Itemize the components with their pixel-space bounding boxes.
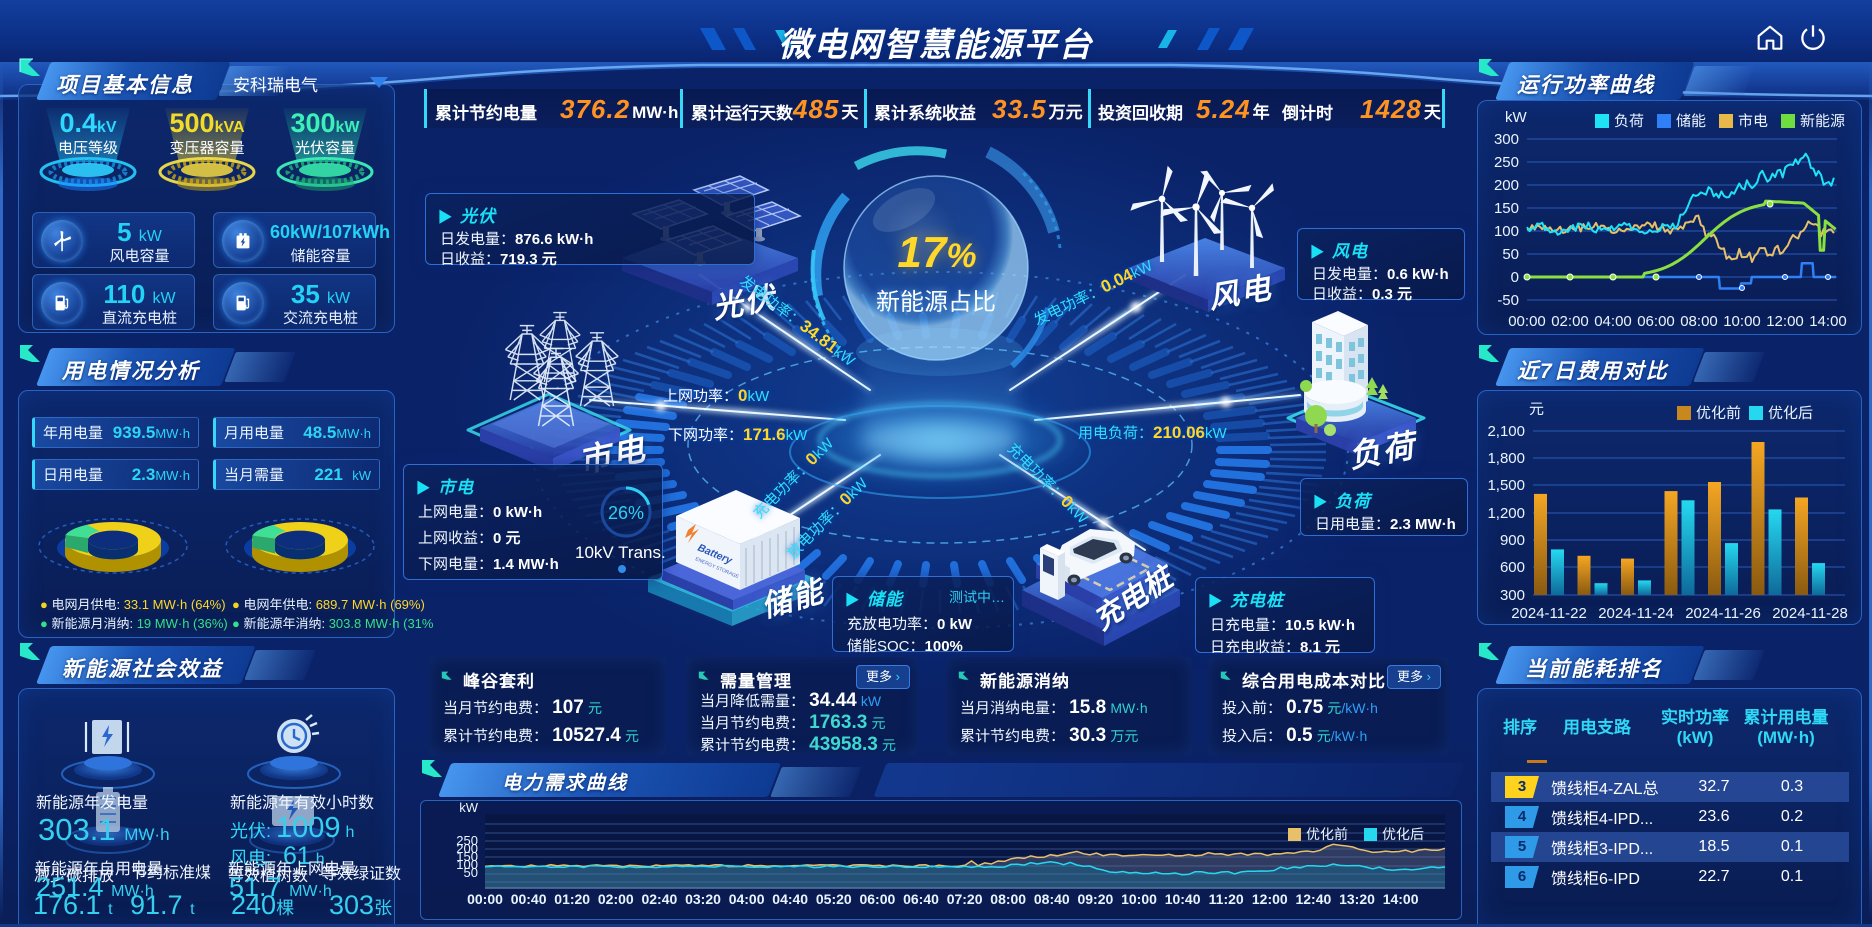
- svg-text:12:00: 12:00: [1252, 891, 1288, 907]
- svg-text:50: 50: [464, 865, 478, 880]
- svg-text:1,800: 1,800: [1487, 450, 1525, 467]
- svg-text:02:00: 02:00: [1551, 313, 1589, 330]
- svg-text:13:20: 13:20: [1339, 891, 1375, 907]
- svg-text:07:20: 07:20: [947, 891, 983, 907]
- svg-text:12:00: 12:00: [1766, 313, 1804, 330]
- svg-text:04:00: 04:00: [729, 891, 765, 907]
- svg-text:08:00: 08:00: [1680, 313, 1718, 330]
- svg-text:2024-11-24: 2024-11-24: [1598, 605, 1674, 622]
- svg-text:100: 100: [1494, 223, 1519, 240]
- svg-text:2,100: 2,100: [1487, 423, 1525, 440]
- svg-text:11:20: 11:20: [1209, 891, 1244, 907]
- svg-text:14:00: 14:00: [1383, 891, 1419, 907]
- svg-text:-50: -50: [1497, 292, 1519, 309]
- svg-text:50: 50: [1502, 246, 1519, 263]
- svg-text:储能: 储能: [1676, 113, 1706, 130]
- svg-text:2024-11-22: 2024-11-22: [1511, 605, 1587, 622]
- svg-text:150: 150: [1494, 200, 1519, 217]
- svg-text:08:40: 08:40: [1034, 891, 1070, 907]
- svg-text:00:00: 00:00: [1508, 313, 1546, 330]
- svg-text:01:20: 01:20: [554, 891, 590, 907]
- svg-text:03:20: 03:20: [685, 891, 721, 907]
- svg-text:09:20: 09:20: [1077, 891, 1113, 907]
- svg-text:02:00: 02:00: [598, 891, 634, 907]
- svg-text:900: 900: [1500, 532, 1525, 549]
- svg-text:300: 300: [1500, 587, 1525, 604]
- svg-text:负荷: 负荷: [1614, 113, 1644, 130]
- svg-text:06:00: 06:00: [859, 891, 895, 907]
- svg-text:05:20: 05:20: [816, 891, 852, 907]
- svg-text:2024-11-26: 2024-11-26: [1685, 605, 1761, 622]
- svg-text:2024-11-28: 2024-11-28: [1772, 605, 1848, 622]
- svg-text:市电: 市电: [1738, 113, 1768, 130]
- svg-text:kW: kW: [1505, 109, 1528, 126]
- svg-text:250: 250: [456, 833, 478, 848]
- svg-text:10:40: 10:40: [1165, 891, 1201, 907]
- svg-text:1,500: 1,500: [1487, 477, 1525, 494]
- svg-text:新能源: 新能源: [1800, 113, 1845, 130]
- svg-text:04:40: 04:40: [772, 891, 808, 907]
- svg-text:优化后: 优化后: [1768, 405, 1813, 422]
- svg-text:14:00: 14:00: [1809, 313, 1847, 330]
- svg-text:06:40: 06:40: [903, 891, 939, 907]
- svg-text:12:40: 12:40: [1295, 891, 1331, 907]
- svg-text:00:40: 00:40: [511, 891, 547, 907]
- svg-text:04:00: 04:00: [1594, 313, 1632, 330]
- svg-text:300: 300: [1494, 131, 1519, 148]
- svg-text:优化前: 优化前: [1696, 405, 1741, 422]
- svg-text:26%: 26%: [608, 503, 644, 523]
- svg-text:00:00: 00:00: [467, 891, 503, 907]
- svg-text:1,200: 1,200: [1487, 505, 1525, 522]
- svg-text:优化前: 优化前: [1306, 826, 1348, 842]
- svg-text:02:40: 02:40: [641, 891, 677, 907]
- svg-text:600: 600: [1500, 559, 1525, 576]
- svg-text:10:00: 10:00: [1121, 891, 1157, 907]
- svg-text:优化后: 优化后: [1382, 826, 1424, 842]
- svg-text:kW: kW: [459, 800, 479, 815]
- svg-text:06:00: 06:00: [1637, 313, 1675, 330]
- svg-text:08:00: 08:00: [990, 891, 1026, 907]
- svg-text:0: 0: [1511, 269, 1519, 286]
- svg-text:10:00: 10:00: [1723, 313, 1761, 330]
- svg-text:100: 100: [456, 857, 478, 872]
- svg-text:200: 200: [1494, 177, 1519, 194]
- svg-text:元: 元: [1529, 401, 1544, 418]
- svg-text:200: 200: [456, 841, 478, 856]
- svg-text:250: 250: [1494, 154, 1519, 171]
- svg-text:150: 150: [456, 849, 478, 864]
